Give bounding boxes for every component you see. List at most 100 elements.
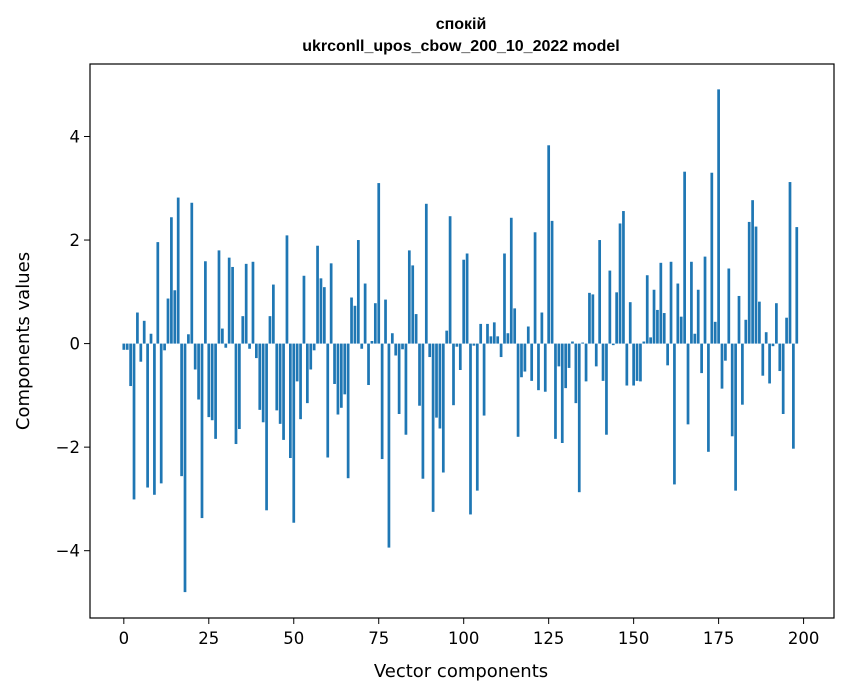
bar-45 [275,343,279,411]
bar-166 [686,343,690,425]
bar-157 [656,309,659,344]
bar-55 [309,343,313,370]
bar-182 [741,343,744,405]
bar-178 [727,268,731,344]
bar-111 [499,343,503,358]
bar-79 [390,333,394,344]
x-tick-label-0: 0 [119,629,130,648]
bar-65 [343,343,347,395]
bar-9 [153,343,156,495]
chart-subtitle: ukrconll_upos_cbow_200_10_2022 model [302,38,619,55]
bar-160 [666,343,669,366]
bar-121 [533,232,537,344]
bar-14 [170,217,173,344]
x-tick-label-3: 75 [368,629,389,648]
bar-48 [285,235,289,344]
x-axis-label: Vector components [374,661,548,682]
bar-169 [696,289,700,344]
bar-46 [278,343,282,424]
bar-88 [421,343,425,479]
bar-114 [509,217,513,344]
bar-119 [526,326,530,344]
bar-16 [176,197,180,344]
bar-123 [540,312,544,344]
bar-52 [299,343,302,420]
bar-75 [377,183,381,344]
bar-68 [353,305,357,344]
bar-192 [775,303,778,344]
x-tick-label-7: 175 [703,629,735,648]
bar-187 [758,301,761,344]
bar-163 [676,283,680,344]
bar-145 [615,292,619,344]
bar-98 [455,343,459,347]
bar-39 [255,343,258,359]
bar-124 [543,343,547,392]
bar-69 [356,240,360,344]
bar-127 [554,343,557,439]
bar-117 [520,343,523,378]
bar-95 [445,330,449,344]
bar-142 [605,343,608,435]
bar-36 [244,263,248,344]
bar-101 [465,253,469,344]
bar-54 [305,343,309,404]
bar-74 [373,303,377,344]
bar-44 [272,284,275,344]
bar-116 [516,343,520,437]
bar-162 [673,343,676,485]
bar-17 [180,343,183,477]
bar-113 [506,333,510,344]
bar-70 [360,343,364,349]
bar-97 [452,343,455,406]
bar-136 [584,343,588,382]
bar-197 [792,343,795,449]
bar-49 [289,343,292,459]
bar-171 [703,256,707,344]
bar-191 [771,343,775,347]
bar-107 [486,323,489,344]
bar-89 [424,203,428,344]
bar-6 [142,320,146,344]
bar-131 [567,343,571,368]
bar-82 [401,343,404,350]
bar-83 [404,343,408,435]
bar-24 [204,261,207,344]
bar-158 [659,262,663,344]
bar-165 [683,171,686,344]
bar-132 [571,341,574,344]
bar-144 [611,343,615,346]
bar-172 [707,343,710,452]
bar-7 [146,343,149,488]
bar-87 [418,343,421,406]
bar-63 [336,343,340,415]
bar-147 [622,211,625,344]
bar-196 [788,182,792,344]
bar-155 [649,337,652,344]
bar-135 [581,342,585,344]
bar-137 [588,292,591,344]
bar-3 [132,343,136,500]
bar-156 [652,289,656,344]
bar-150 [632,343,635,386]
bar-58 [319,278,323,344]
bar-141 [601,343,605,381]
bar-67 [350,297,353,344]
y-axis-label: Components values [13,252,34,430]
chart-title: спокій [436,16,487,33]
bar-122 [537,343,540,391]
bars-group [122,89,799,593]
bar-185 [751,200,754,344]
bar-27 [214,343,217,439]
x-tick-label-6: 150 [618,629,650,648]
bar-173 [710,172,714,344]
bar-102 [469,343,472,515]
bar-106 [482,343,486,416]
bar-139 [594,343,598,367]
bar-94 [441,343,445,473]
bar-100 [462,259,466,344]
bar-30 [224,343,228,348]
bar-2 [129,343,132,387]
bar-108 [489,336,493,344]
